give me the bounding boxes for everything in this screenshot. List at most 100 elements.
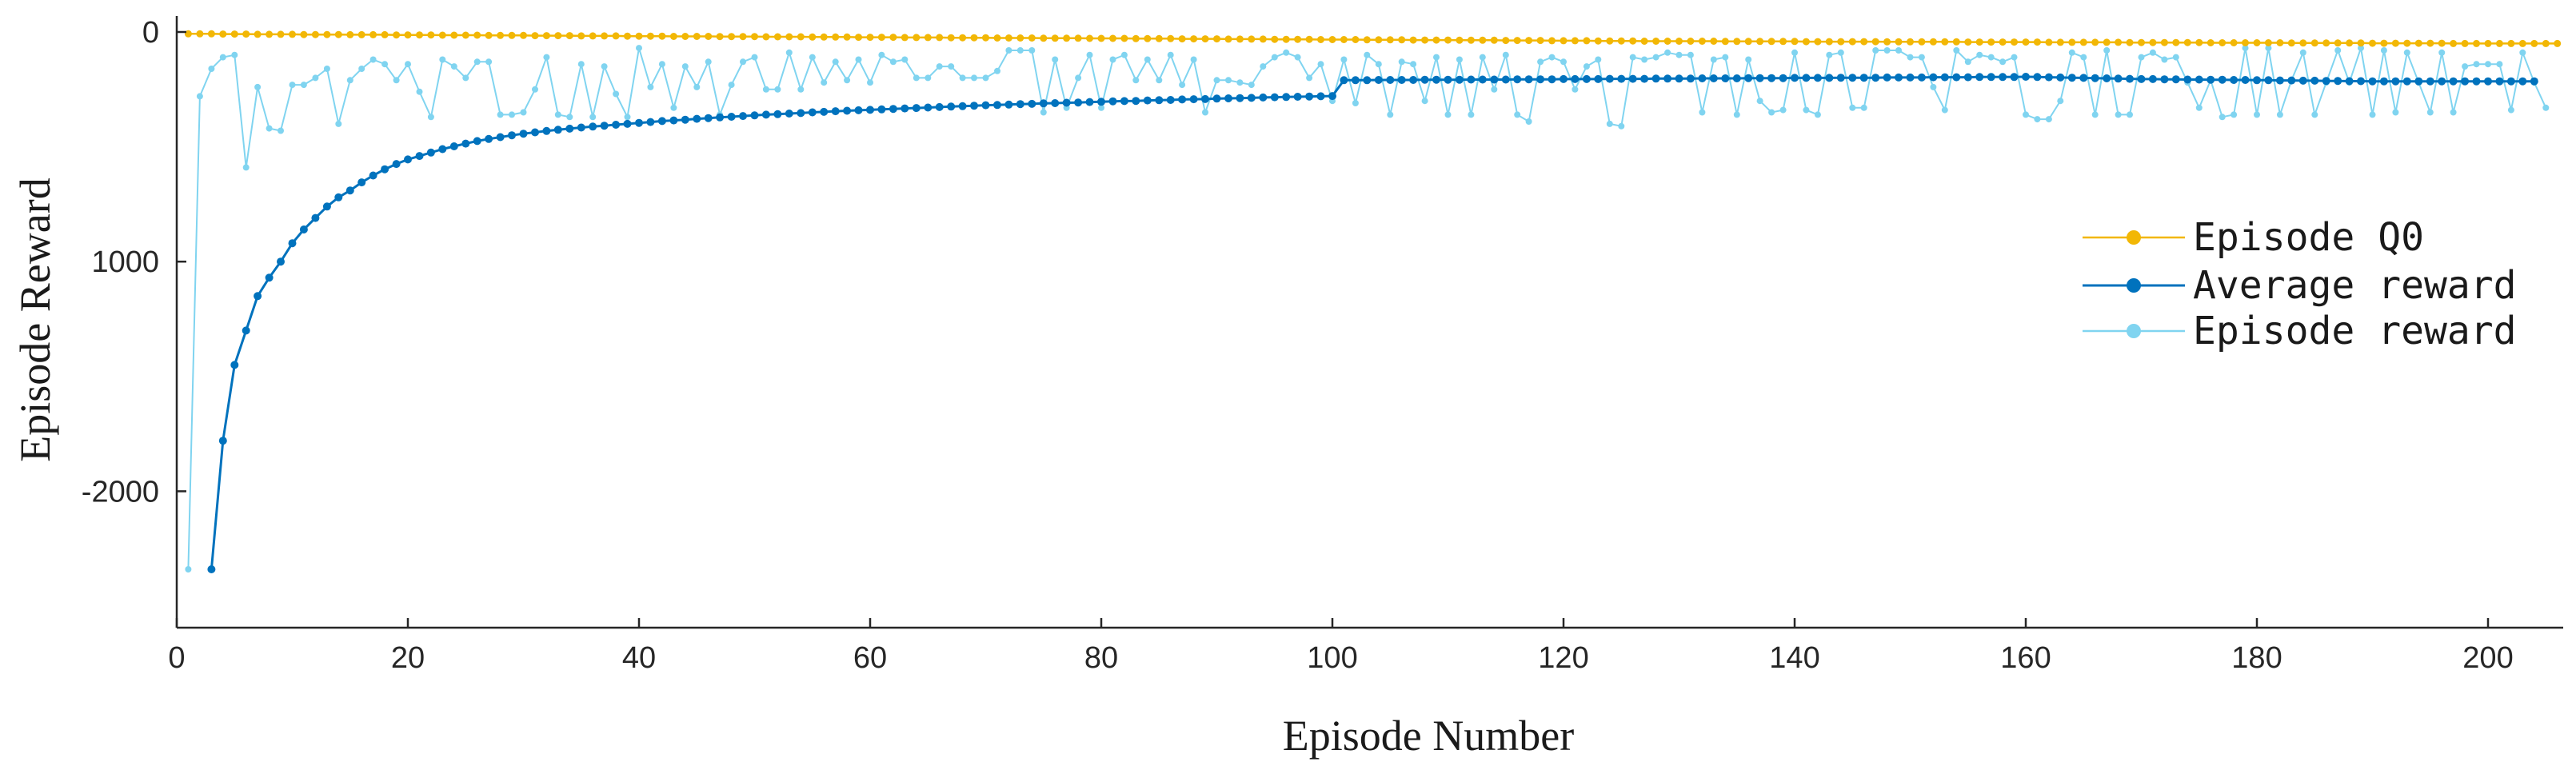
data-point	[624, 114, 631, 121]
data-point	[613, 90, 620, 98]
data-point	[381, 61, 389, 68]
data-point	[2183, 75, 2192, 84]
data-point	[2484, 77, 2492, 86]
data-point	[1271, 54, 1278, 61]
data-point	[2472, 77, 2481, 86]
data-point	[266, 125, 273, 132]
x-tick-label: 60	[853, 641, 887, 675]
data-point	[393, 31, 401, 39]
data-point	[462, 74, 469, 82]
data-point	[1803, 106, 1810, 114]
data-point	[1317, 36, 1324, 43]
data-point	[1166, 96, 1175, 104]
data-point	[1525, 118, 1532, 125]
data-point	[2484, 39, 2492, 47]
data-point	[728, 82, 735, 89]
data-point	[1455, 75, 1464, 84]
data-point	[971, 74, 977, 82]
data-point	[1836, 74, 1845, 82]
data-point	[1536, 37, 1544, 45]
data-point	[844, 77, 851, 84]
data-point	[773, 33, 781, 41]
data-point	[2322, 39, 2330, 47]
data-point	[2010, 73, 2019, 82]
data-point	[509, 111, 515, 118]
data-point	[2392, 109, 2399, 116]
data-point	[2276, 111, 2283, 118]
data-point	[2495, 39, 2503, 47]
data-point	[1490, 36, 1498, 44]
data-point	[809, 54, 816, 61]
data-point	[1144, 34, 1152, 42]
data-point	[1755, 74, 1764, 82]
data-point	[207, 565, 216, 573]
data-point	[1236, 79, 1244, 86]
data-point	[323, 30, 331, 38]
data-point	[392, 160, 401, 169]
data-point	[2403, 39, 2411, 47]
data-point	[1814, 111, 1821, 118]
data-point	[554, 111, 561, 118]
data-point	[2219, 39, 2227, 46]
data-point	[404, 155, 412, 164]
data-point	[381, 30, 389, 38]
data-point	[2241, 76, 2250, 84]
data-point	[1572, 86, 1579, 93]
x-tick-label: 80	[1084, 641, 1118, 675]
data-point	[1120, 51, 1128, 58]
data-point	[1144, 56, 1151, 63]
data-point	[1062, 98, 1071, 107]
data-point	[1074, 98, 1083, 107]
series-average-reward	[207, 73, 2538, 573]
data-point	[2195, 75, 2203, 84]
data-point	[2299, 39, 2307, 47]
data-point	[1975, 73, 1984, 82]
data-point	[1721, 38, 1729, 46]
y-tick-label: -2000	[82, 475, 159, 509]
data-point	[1999, 38, 2007, 46]
data-point	[1178, 35, 1186, 43]
data-point	[2207, 39, 2215, 46]
data-point	[2127, 111, 2133, 118]
data-point	[1143, 96, 1152, 105]
data-point	[2380, 47, 2387, 54]
data-point	[1952, 38, 1960, 46]
data-point	[1028, 34, 1036, 42]
data-point	[1305, 35, 1313, 43]
data-point	[1213, 35, 1220, 43]
data-point	[635, 32, 643, 40]
data-point	[2172, 54, 2179, 61]
data-point	[1871, 74, 1880, 82]
data-point	[669, 33, 677, 40]
x-tick-label: 0	[168, 641, 185, 675]
data-point	[970, 34, 978, 42]
data-point	[600, 122, 609, 130]
data-point	[1432, 75, 1440, 84]
data-point	[1259, 93, 1268, 102]
data-point	[2369, 111, 2376, 118]
data-point	[1039, 99, 1048, 108]
data-point	[820, 107, 829, 116]
data-point	[566, 114, 573, 121]
data-point	[912, 104, 921, 113]
data-point	[1745, 56, 1752, 63]
data-point	[1293, 93, 1302, 101]
x-tick-label: 20	[391, 641, 425, 675]
data-point	[2369, 39, 2376, 47]
data-point	[1432, 36, 1440, 44]
data-point	[531, 32, 539, 40]
data-point	[2507, 39, 2515, 47]
data-point	[520, 31, 527, 39]
data-point	[1883, 47, 1891, 54]
data-point	[1247, 94, 1256, 102]
data-point	[2044, 73, 2053, 82]
data-point	[1964, 38, 1972, 46]
data-point	[2414, 77, 2423, 86]
data-point	[554, 32, 562, 40]
y-axis-title: Episode Reward	[11, 178, 59, 461]
data-point	[1641, 56, 1648, 63]
data-point	[2346, 39, 2354, 47]
data-point	[416, 31, 423, 39]
data-point	[335, 120, 342, 127]
